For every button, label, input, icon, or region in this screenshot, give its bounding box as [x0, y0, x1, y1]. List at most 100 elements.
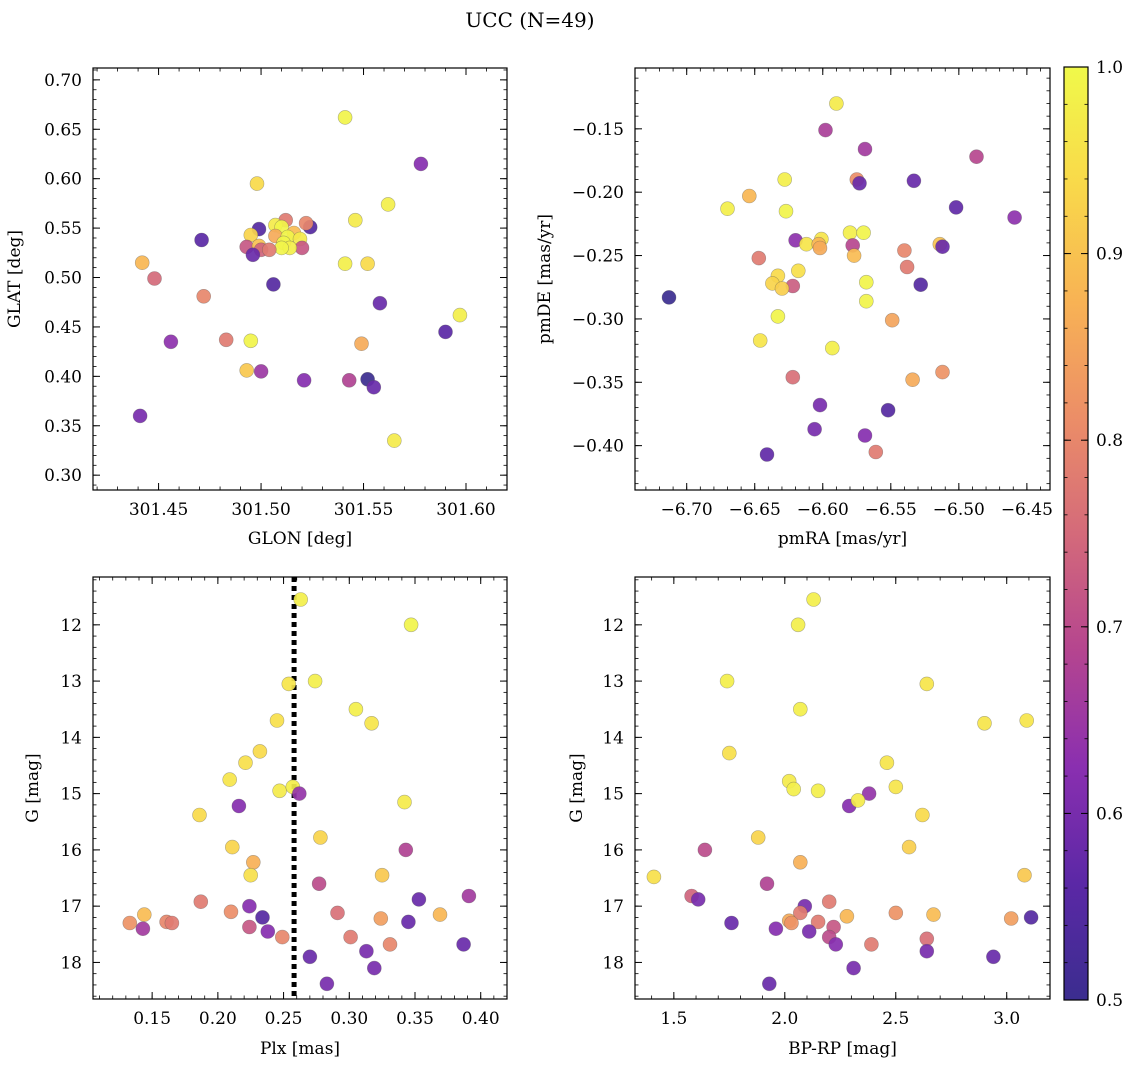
colorbar-tick-label: 0.9: [1096, 245, 1123, 265]
scatter-point: [720, 201, 735, 216]
scatter-point: [842, 225, 858, 240]
scatter-point: [1007, 210, 1022, 225]
x-tick-label: −6.55: [865, 500, 917, 520]
y-tick-label: 16: [602, 841, 624, 861]
axes-frame: [634, 576, 1051, 1000]
scatter-point: [366, 960, 382, 976]
scatter-point: [359, 943, 374, 959]
scatter-point: [770, 309, 786, 324]
scatter-point: [1019, 713, 1034, 728]
y-axis-label: G [mag]: [567, 753, 587, 822]
axes-frame: [92, 576, 508, 1000]
scatter-point: [194, 232, 209, 248]
scatter-point: [818, 122, 833, 138]
scatter-point: [759, 876, 775, 892]
x-tick-label: 0.20: [199, 1009, 237, 1029]
scatter-point: [401, 914, 416, 930]
scatter-point: [242, 919, 257, 935]
scatter-point: [741, 188, 757, 204]
scatter-point: [319, 976, 335, 992]
x-tick-label: −6.60: [797, 500, 849, 520]
y-tick-label: −0.15: [572, 120, 624, 140]
x-axis-label: pmRA [mas/yr]: [778, 529, 907, 549]
scatter-point: [337, 256, 353, 272]
scatter-point: [456, 937, 471, 952]
y-tick-label: 0.45: [44, 318, 82, 338]
y-tick-label: 15: [602, 785, 624, 805]
scatter-point: [880, 402, 896, 418]
colorbar-tick-label: 0.8: [1096, 431, 1123, 451]
x-tick-label: 2.5: [882, 1009, 909, 1029]
y-tick-label: 13: [602, 672, 624, 692]
points-group: [646, 592, 1039, 992]
panel-bottom-right: 1.5 2.0 2.5 3.0 12 13 14 15 16 17 18 BP-RP [mag] G […: [567, 576, 1051, 1059]
scatter-point: [750, 830, 766, 845]
scatter-point: [906, 173, 922, 189]
scatter-point: [452, 307, 468, 323]
scatter-point: [135, 921, 151, 937]
scatter-point: [193, 894, 209, 910]
scatter-point: [888, 905, 904, 921]
scatter-point: [792, 905, 808, 921]
scatter-point: [281, 676, 297, 692]
scatter-point: [374, 867, 390, 883]
scatter-point: [274, 929, 290, 945]
scatter-point: [888, 779, 904, 795]
scatter-point: [218, 332, 234, 348]
y-tick-label: 18: [60, 953, 82, 973]
scatter-point: [296, 372, 312, 388]
axes-frame: [92, 67, 508, 491]
scatter-point: [1023, 910, 1039, 925]
scatter-point: [828, 937, 844, 952]
colorbar-tick-label: 0.5: [1096, 991, 1123, 1011]
scatter-point: [366, 379, 382, 395]
scatter-point: [768, 921, 784, 937]
points-group: [132, 110, 468, 448]
scatter-point: [196, 288, 211, 304]
scatter-point: [824, 340, 840, 356]
x-tick-label: 0.30: [330, 1009, 368, 1029]
scatter-point: [231, 798, 247, 814]
scatter-point: [913, 277, 929, 293]
scatter-point: [801, 924, 817, 939]
scatter-point: [784, 915, 799, 931]
scatter-point: [857, 428, 873, 443]
scatter-point: [330, 905, 345, 921]
colorbar-tick-label: 0.7: [1096, 618, 1123, 638]
y-axis-label: GLAT [deg]: [5, 230, 25, 328]
scatter-point: [821, 894, 837, 910]
scatter-point: [163, 334, 179, 350]
scatter-point: [810, 914, 826, 930]
scatter-point: [774, 281, 790, 296]
scatter-point: [790, 617, 806, 633]
y-tick-label: 17: [602, 897, 624, 917]
scatter-point: [372, 295, 388, 311]
scatter-point: [778, 203, 794, 219]
x-tick-label: 0.35: [396, 1009, 434, 1029]
scatter-point: [274, 240, 289, 256]
scatter-point: [856, 225, 871, 240]
scatter-point: [724, 915, 739, 931]
x-axis-label: BP-RP [mag]: [788, 1039, 897, 1059]
scatter-point: [852, 176, 867, 191]
scatter-point: [935, 239, 950, 254]
scatter-point: [799, 236, 814, 252]
scatter-point: [397, 794, 412, 810]
scatter-point: [255, 910, 270, 925]
scatter-point: [839, 908, 855, 924]
y-tick-label: 12: [60, 616, 82, 636]
scatter-point: [879, 755, 895, 771]
scatter-point: [438, 324, 453, 340]
x-tick-label: 3.0: [993, 1009, 1020, 1029]
points-group: [661, 96, 1022, 462]
colorbar-tick-label: 1.0: [1096, 58, 1123, 78]
scatter-point: [294, 240, 310, 256]
scatter-point: [884, 312, 900, 328]
scatter-point: [810, 783, 826, 799]
y-tick-label: 17: [60, 897, 82, 917]
scatter-point: [661, 290, 677, 305]
scatter-point: [398, 842, 414, 858]
x-tick-label: 301.55: [334, 500, 393, 520]
y-axis-label: G [mag]: [23, 753, 43, 822]
